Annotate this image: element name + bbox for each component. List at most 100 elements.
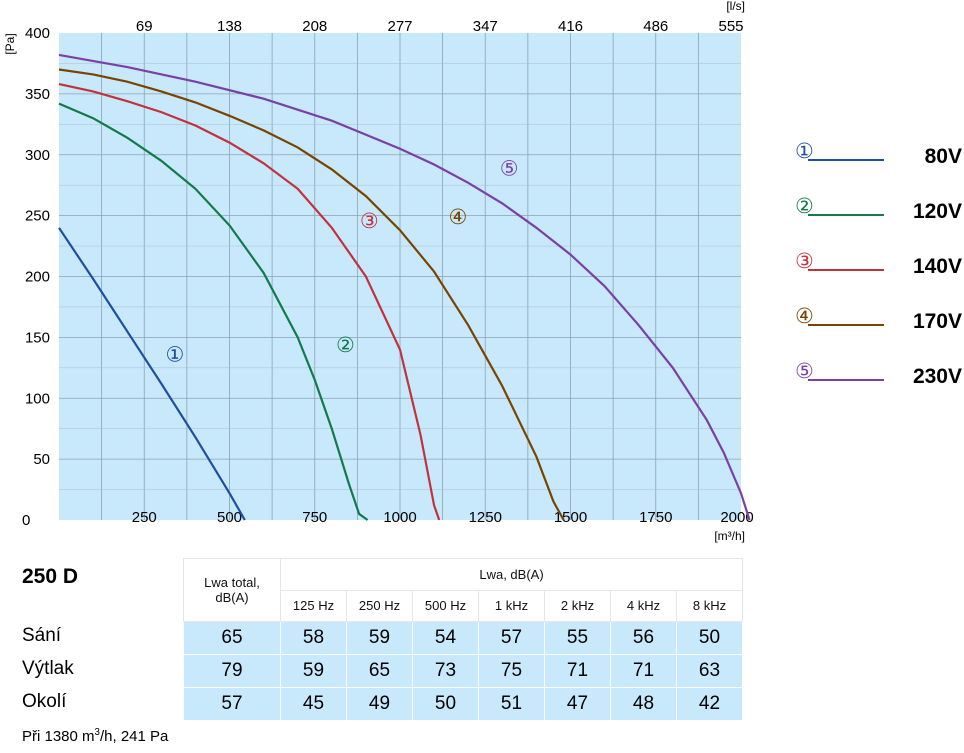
top-tick-label: 486: [643, 18, 668, 35]
band-value-cell: 47: [544, 687, 611, 721]
x-axis-label: [m³/h]: [714, 529, 745, 543]
top-tick-label: 208: [302, 18, 327, 35]
band-value-cell: 59: [280, 654, 347, 688]
top-tick-label: 416: [558, 18, 583, 35]
y-tick-label: 400: [25, 25, 50, 42]
band-value-cell: 71: [544, 654, 611, 688]
row-label: Okolí: [22, 691, 67, 712]
y-tick-label: 250: [25, 208, 50, 225]
noise-table: Lwa total, dB(A) Lwa, dB(A) 125 Hz 250 Hz…: [183, 558, 743, 721]
legend-marker-3: ③: [795, 250, 814, 273]
lwa-total-cell: 65: [183, 621, 281, 655]
top-tick-label: 555: [718, 18, 743, 35]
band-header: 500 Hz: [412, 589, 479, 622]
footnote-prefix: Při 1380 m: [22, 728, 95, 745]
fan-performance-chart: 250 500 750 1000 1250 1500 1750 2000 5010015020…: [3, 0, 962, 543]
legend-voltage-5: 230V: [913, 365, 962, 388]
x-tick-label: 750: [302, 509, 327, 526]
y-tick-label: 150: [25, 329, 50, 346]
x-tick-label: 2000: [720, 509, 753, 526]
band-value-cell: 55: [544, 621, 611, 655]
band-value-cell: 57: [478, 621, 545, 655]
x-axis-ticks: 250 500 750 1000 1250 1500 1750 2000: [132, 509, 754, 526]
band-value-cell: 58: [280, 621, 347, 655]
band-value-cell: 71: [610, 654, 677, 688]
x-tick-label: 500: [217, 509, 242, 526]
x-tick-label: 1250: [469, 509, 502, 526]
curve-5: [58, 53, 751, 521]
band-value-cell: 42: [676, 687, 743, 721]
curve-label-1: ①: [166, 344, 185, 367]
top-tick-label: 277: [387, 18, 412, 35]
band-value-cell: 48: [610, 687, 677, 721]
curve-2: [58, 102, 369, 521]
band-value-cell: 59: [346, 621, 413, 655]
band-value-cell: 50: [676, 621, 743, 655]
y-tick-label: 200: [25, 269, 50, 286]
legend-voltage-3: 140V: [913, 255, 962, 278]
curve-label-3: ③: [360, 210, 379, 233]
x-tick-label: 250: [132, 509, 157, 526]
table-body: 65 58 59 54 57 55 56 50 79 59 65 73 75 71 71 63 57 45 49 50…: [183, 621, 743, 721]
band-value-cell: 54: [412, 621, 479, 655]
band-header: 250 Hz: [346, 589, 413, 622]
legend-marker-4: ④: [795, 305, 814, 328]
row-label: Sání: [22, 625, 62, 646]
y-tick-label: 350: [25, 86, 50, 103]
top-axis-ticks: 69 138 208 277 347 416 486 555: [136, 18, 744, 35]
band-value-cell: 73: [412, 654, 479, 688]
legend-voltage-4: 170V: [913, 310, 962, 333]
top-tick-label: 138: [217, 18, 242, 35]
lwa-band-header: Lwa, dB(A): [280, 558, 743, 591]
curve-4: [58, 68, 565, 521]
x-tick-label: 1500: [554, 509, 587, 526]
table-row: 57 45 49 50 51 47 48 42: [183, 687, 743, 721]
y-tick-label: 300: [25, 147, 50, 164]
top-tick-label: 69: [136, 18, 153, 35]
row-label: Výtlak: [22, 658, 74, 679]
lwa-total-cell: 57: [183, 687, 281, 721]
curve-3: [58, 83, 441, 521]
band-header: 4 kHz: [610, 589, 677, 622]
curves: ① ② ③ ④ ⑤: [58, 53, 751, 521]
legend-marker-1: ①: [795, 140, 814, 163]
table-row: 65 58 59 54 57 55 56 50: [183, 621, 743, 655]
band-value-cell: 45: [280, 687, 347, 721]
legend-voltage-1: 80V: [925, 145, 962, 168]
curve-label-2: ②: [336, 334, 355, 357]
x-tick-label: 1750: [639, 509, 672, 526]
model-name: 250 D: [22, 565, 79, 588]
lwa-total-header: Lwa total, dB(A): [183, 558, 281, 622]
y-axis-label: [Pa]: [3, 33, 17, 54]
curve-label-4: ④: [449, 206, 468, 229]
band-header: 8 kHz: [676, 589, 743, 622]
origin-tick-label: 0: [22, 512, 30, 529]
lwa-total-header-line1: Lwa total,: [204, 575, 260, 590]
legend-voltage-2: 120V: [913, 200, 962, 223]
band-value-cell: 51: [478, 687, 545, 721]
band-value-cell: 49: [346, 687, 413, 721]
footnote-suffix: /h, 241 Pa: [99, 728, 169, 745]
band-header: 1 kHz: [478, 589, 545, 622]
x-tick-label: 1000: [383, 509, 416, 526]
band-value-cell: 63: [676, 654, 743, 688]
y-tick-label: 50: [33, 451, 50, 468]
band-header: 2 kHz: [544, 589, 611, 622]
band-value-cell: 50: [412, 687, 479, 721]
y-tick-label: 100: [25, 390, 50, 407]
top-axis-label: [l/s]: [726, 0, 745, 13]
footnote-sup: 3: [94, 727, 100, 738]
band-value-cell: 75: [478, 654, 545, 688]
legend-marker-5: ⑤: [795, 360, 814, 383]
legend: ① 80V ② 120V ③ 140V ④ 170V ⑤ 230V: [795, 140, 962, 388]
footnote: Při 1380 m3/h, 241 Pa: [22, 727, 168, 745]
legend-marker-2: ②: [795, 195, 814, 218]
band-value-cell: 56: [610, 621, 677, 655]
lwa-total-cell: 79: [183, 654, 281, 688]
table-row: 79 59 65 73 75 71 71 63: [183, 654, 743, 688]
curve-1: [58, 227, 246, 521]
curve-label-5: ⑤: [500, 157, 519, 180]
band-header-row: 125 Hz 250 Hz 500 Hz 1 kHz 2 kHz 4 kHz 8 kHz: [184, 589, 743, 622]
band-header: 125 Hz: [280, 589, 347, 622]
lwa-total-header-line2: dB(A): [215, 590, 249, 605]
